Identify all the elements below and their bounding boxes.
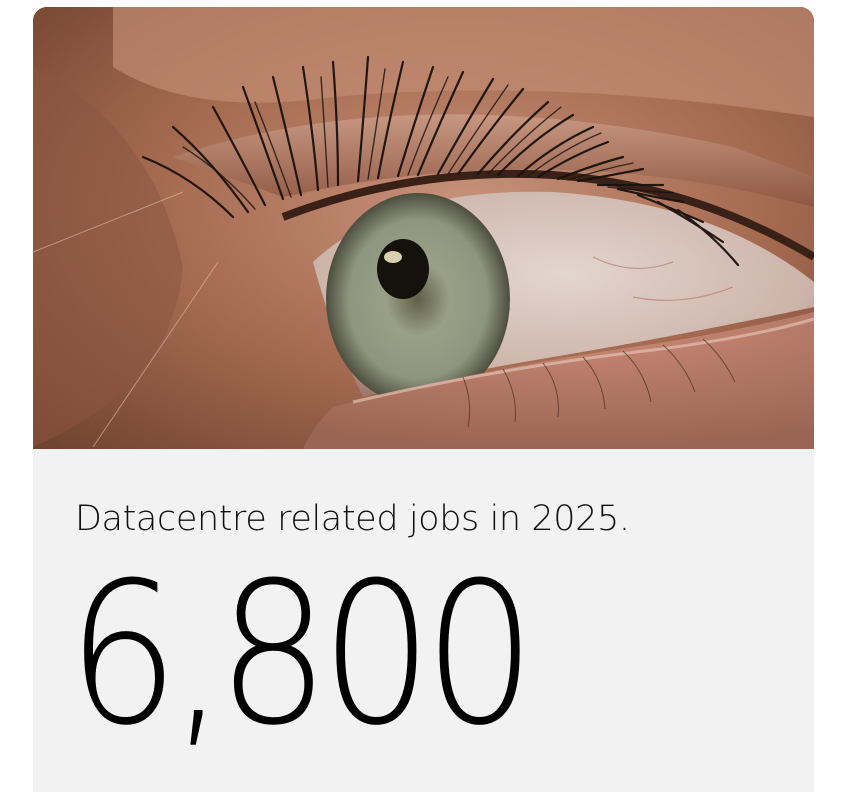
- stat-card: Datacentre related jobs in 2025. 6,800: [33, 7, 814, 792]
- stat-panel: Datacentre related jobs in 2025. 6,800: [33, 449, 814, 792]
- eye-closeup-photo: [33, 7, 814, 449]
- stat-value: 6,800: [67, 541, 536, 769]
- stat-caption: Datacentre related jobs in 2025.: [75, 499, 630, 539]
